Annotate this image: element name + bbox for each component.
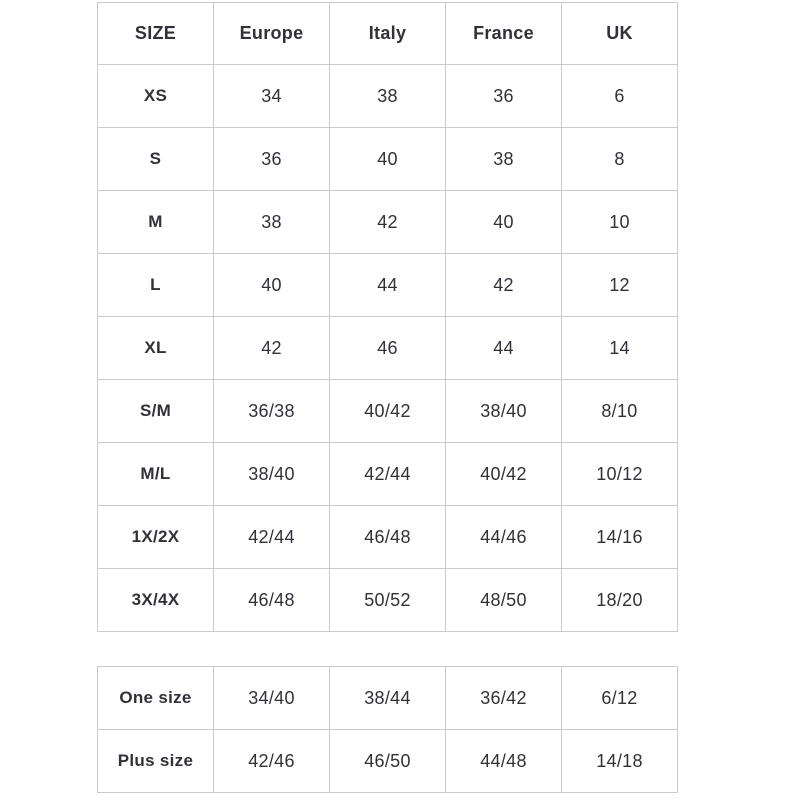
size-label-cell: 3X/4X: [97, 568, 214, 632]
value-cell: 40: [329, 127, 446, 191]
value-cell: 46/48: [213, 568, 330, 632]
table-row-s-m: S/M 36/38 40/42 38/40 8/10: [97, 379, 678, 443]
value-cell: 40/42: [329, 379, 446, 443]
size-label-cell: 1X/2X: [97, 505, 214, 569]
value-cell: 42/44: [329, 442, 446, 506]
value-cell: 14/16: [561, 505, 678, 569]
header-cell-europe: Europe: [213, 2, 330, 65]
value-cell: 38: [445, 127, 562, 191]
value-cell: 8/10: [561, 379, 678, 443]
value-cell: 18/20: [561, 568, 678, 632]
value-cell: 44: [445, 316, 562, 380]
value-cell: 10: [561, 190, 678, 254]
value-cell: 40: [213, 253, 330, 317]
size-label-cell: XS: [97, 64, 214, 128]
special-size-table-body: One size 34/40 38/44 36/42 6/12 Plus siz…: [97, 666, 678, 793]
standard-size-table-body: XS 34 38 36 6 S 36 40 38 8 M 38 42: [97, 64, 678, 632]
value-cell: 42/46: [213, 729, 330, 793]
value-cell: 38/40: [213, 442, 330, 506]
value-cell: 46: [329, 316, 446, 380]
table-row-one-size: One size 34/40 38/44 36/42 6/12: [97, 666, 678, 730]
value-cell: 34: [213, 64, 330, 128]
value-cell: 42/44: [213, 505, 330, 569]
value-cell: 36: [213, 127, 330, 191]
value-cell: 38/44: [329, 666, 446, 730]
value-cell: 44: [329, 253, 446, 317]
table-row-m-l: M/L 38/40 42/44 40/42 10/12: [97, 442, 678, 506]
value-cell: 46/50: [329, 729, 446, 793]
table-row-m: M 38 42 40 10: [97, 190, 678, 254]
size-label-cell: M: [97, 190, 214, 254]
size-label-cell: S/M: [97, 379, 214, 443]
header-row: SIZE Europe Italy France UK: [97, 2, 678, 65]
size-label-cell: L: [97, 253, 214, 317]
table-row-1x-2x: 1X/2X 42/44 46/48 44/46 14/16: [97, 505, 678, 569]
value-cell: 44/48: [445, 729, 562, 793]
header-cell-italy: Italy: [329, 2, 446, 65]
size-label-cell: Plus size: [97, 729, 214, 793]
header-cell-uk: UK: [561, 2, 678, 65]
value-cell: 8: [561, 127, 678, 191]
size-label-cell: XL: [97, 316, 214, 380]
value-cell: 42: [329, 190, 446, 254]
header-cell-france: France: [445, 2, 562, 65]
value-cell: 6/12: [561, 666, 678, 730]
value-cell: 6: [561, 64, 678, 128]
header-cell-size: SIZE: [97, 2, 214, 65]
value-cell: 14: [561, 316, 678, 380]
value-cell: 40/42: [445, 442, 562, 506]
value-cell: 42: [213, 316, 330, 380]
value-cell: 36/42: [445, 666, 562, 730]
value-cell: 38: [213, 190, 330, 254]
special-size-table-grid: One size 34/40 38/44 36/42 6/12 Plus siz…: [97, 666, 678, 793]
table-row-s: S 36 40 38 8: [97, 127, 678, 191]
value-cell: 48/50: [445, 568, 562, 632]
value-cell: 10/12: [561, 442, 678, 506]
value-cell: 46/48: [329, 505, 446, 569]
size-label-cell: S: [97, 127, 214, 191]
special-size-table: One size 34/40 38/44 36/42 6/12 Plus siz…: [97, 666, 678, 793]
size-label-cell: One size: [97, 666, 214, 730]
value-cell: 42: [445, 253, 562, 317]
table-row-l: L 40 44 42 12: [97, 253, 678, 317]
value-cell: 34/40: [213, 666, 330, 730]
value-cell: 14/18: [561, 729, 678, 793]
value-cell: 12: [561, 253, 678, 317]
table-row-xs: XS 34 38 36 6: [97, 64, 678, 128]
standard-size-table-grid: SIZE Europe Italy France UK XS 34 38 36 …: [97, 2, 678, 632]
size-label-cell: M/L: [97, 442, 214, 506]
value-cell: 44/46: [445, 505, 562, 569]
value-cell: 50/52: [329, 568, 446, 632]
table-row-3x-4x: 3X/4X 46/48 50/52 48/50 18/20: [97, 568, 678, 632]
table-row-plus-size: Plus size 42/46 46/50 44/48 14/18: [97, 729, 678, 793]
value-cell: 38: [329, 64, 446, 128]
table-row-xl: XL 42 46 44 14: [97, 316, 678, 380]
standard-size-table-header: SIZE Europe Italy France UK: [97, 2, 678, 65]
value-cell: 38/40: [445, 379, 562, 443]
standard-size-table: SIZE Europe Italy France UK XS 34 38 36 …: [97, 2, 678, 632]
value-cell: 36/38: [213, 379, 330, 443]
value-cell: 36: [445, 64, 562, 128]
value-cell: 40: [445, 190, 562, 254]
